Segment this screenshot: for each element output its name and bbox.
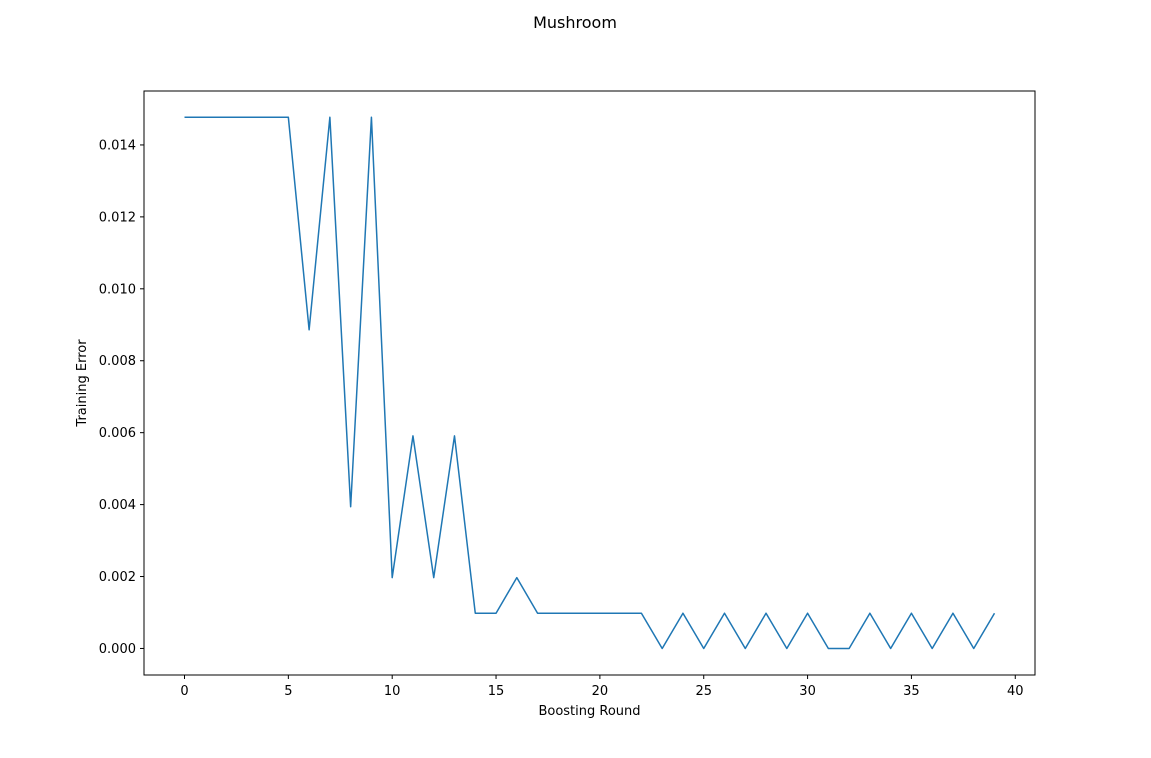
- x-tick-label: 30: [799, 684, 816, 699]
- x-tick-label: 15: [488, 684, 505, 699]
- x-axis-label: Boosting Round: [538, 704, 640, 719]
- y-axis-label: Training Error: [75, 339, 90, 428]
- x-tick-label: 20: [592, 684, 609, 699]
- y-tick-label: 0.004: [99, 498, 136, 513]
- y-tick-label: 0.002: [99, 570, 136, 585]
- y-tick-label: 0.012: [99, 210, 136, 225]
- y-axis: 0.000 0.002 0.004 0.006 0.008 0.010 0.012 0.014: [99, 138, 144, 657]
- x-tick-label: 35: [903, 684, 920, 699]
- chart-title: Mushroom: [533, 13, 617, 32]
- x-tick-label: 5: [284, 684, 292, 699]
- y-tick-label: 0.000: [99, 642, 136, 657]
- axes-frame: [143, 90, 1036, 676]
- x-tick-label: 10: [384, 684, 401, 699]
- plot-area: [184, 116, 996, 650]
- x-axis: 0 5 10 15 20 25 30 35 40: [180, 675, 1024, 699]
- y-tick-label: 0.014: [99, 138, 136, 153]
- series-line-0: [184, 116, 996, 650]
- x-tick-label: 0: [180, 684, 188, 699]
- x-tick-label: 40: [1007, 684, 1024, 699]
- x-tick-label: 25: [695, 684, 712, 699]
- y-tick-label: 0.008: [99, 354, 136, 369]
- y-tick-label: 0.006: [99, 426, 136, 441]
- y-tick-label: 0.010: [99, 282, 136, 297]
